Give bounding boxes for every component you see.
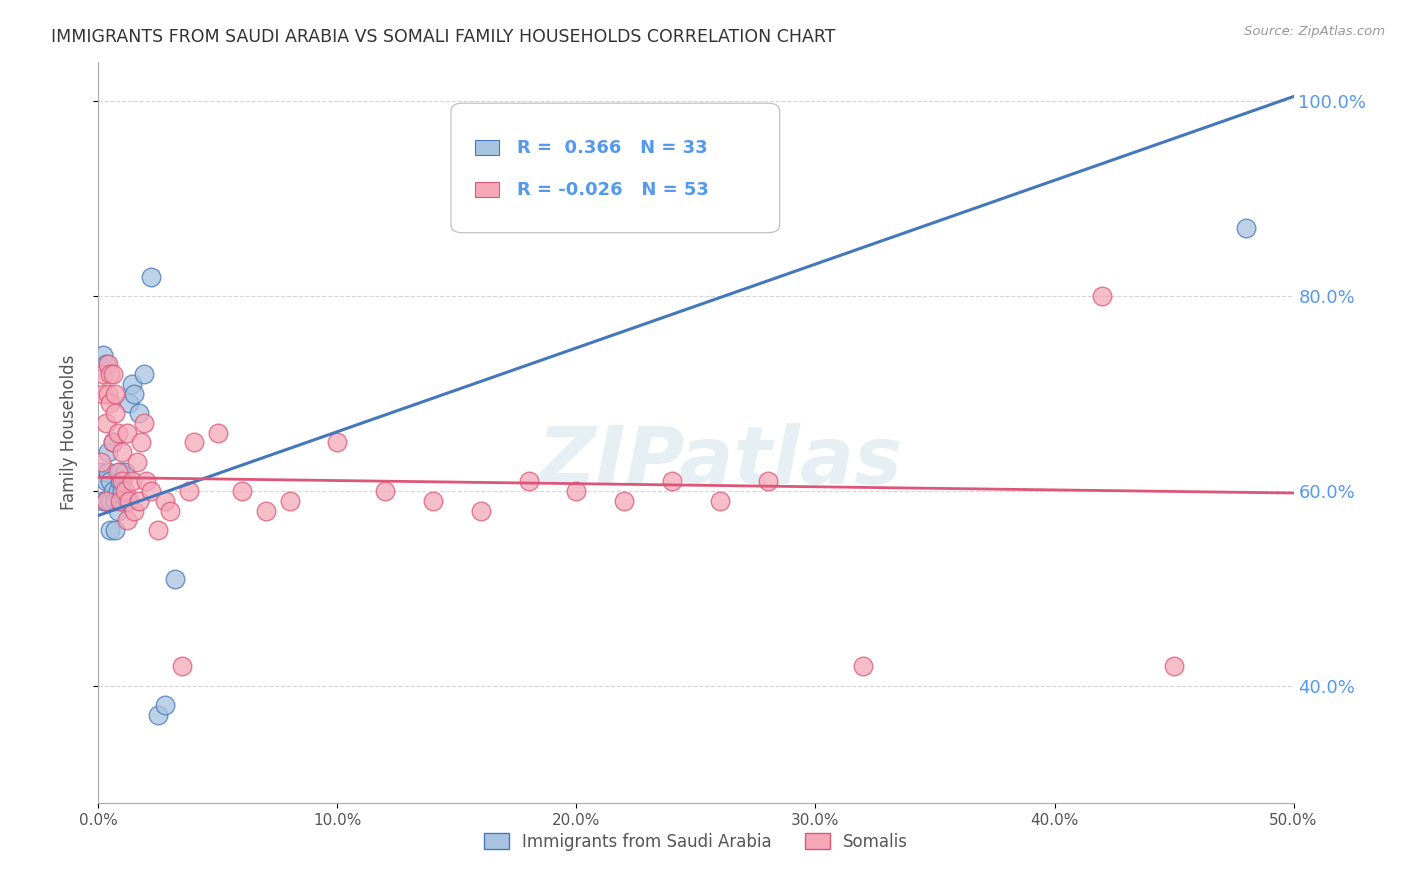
Text: ZIPatlas: ZIPatlas [537,423,903,501]
Point [1234,221,1257,235]
Point [118,493,141,508]
Point [111,475,134,489]
Point [98,493,122,508]
Point [163,572,186,586]
Point [104,406,127,420]
Point [97,386,120,401]
Point [148,523,170,537]
Point [128,406,150,420]
Point [104,386,127,401]
Point [107,503,129,517]
Point [97,445,120,459]
Point [125,455,148,469]
Point [98,523,122,537]
Point [115,425,138,440]
Point [121,376,143,391]
Point [101,435,124,450]
Point [91,493,114,508]
Point [131,435,153,450]
Bar [475,140,499,155]
Point [94,493,117,508]
Point [111,445,134,459]
Point [756,475,779,489]
Legend: Immigrants from Saudi Arabia, Somalis: Immigrants from Saudi Arabia, Somalis [477,826,915,857]
Point [98,396,122,410]
Point [139,484,162,499]
Point [139,269,162,284]
Point [613,493,636,508]
FancyBboxPatch shape [451,103,780,233]
Text: R =  0.366   N = 33: R = 0.366 N = 33 [517,138,707,157]
Point [278,493,301,508]
Point [115,493,138,508]
Point [114,484,136,499]
Point [470,503,492,517]
Point [104,523,127,537]
Point [132,367,155,381]
Point [107,425,129,440]
Point [128,493,150,508]
Point [852,659,875,673]
Point [172,659,194,673]
Point [155,698,177,713]
Point [207,425,229,440]
Point [104,493,127,508]
Point [108,465,131,479]
Point [148,708,170,723]
Point [91,386,114,401]
Point [231,484,253,499]
Point [90,465,112,479]
Point [108,493,131,508]
Point [101,484,124,499]
Point [114,465,136,479]
Point [111,484,134,499]
Point [115,513,138,527]
Point [1163,659,1185,673]
Point [132,416,155,430]
Point [179,484,201,499]
Point [374,484,396,499]
Point [159,503,181,517]
Point [155,493,177,508]
Point [97,465,120,479]
Point [94,475,117,489]
Point [422,493,444,508]
Text: IMMIGRANTS FROM SAUDI ARABIA VS SOMALI FAMILY HOUSEHOLDS CORRELATION CHART: IMMIGRANTS FROM SAUDI ARABIA VS SOMALI F… [51,28,835,45]
Point [661,475,683,489]
Point [135,475,157,489]
Point [183,435,205,450]
Point [94,416,117,430]
Point [98,475,122,489]
Point [94,358,117,372]
Point [124,503,146,517]
Point [326,435,349,450]
Point [118,396,141,410]
Point [101,435,124,450]
Point [91,367,114,381]
Point [107,484,129,499]
Text: R = -0.026   N = 53: R = -0.026 N = 53 [517,181,709,199]
Point [90,455,112,469]
Point [709,493,731,508]
Point [98,367,122,381]
Point [121,475,143,489]
Point [565,484,588,499]
Point [97,358,120,372]
Point [517,475,540,489]
Point [101,367,124,381]
Point [111,493,134,508]
Point [108,475,131,489]
Point [94,493,117,508]
Text: Source: ZipAtlas.com: Source: ZipAtlas.com [1244,25,1385,38]
Y-axis label: Family Households: Family Households [59,355,77,510]
Point [1091,289,1114,303]
Point [254,503,277,517]
Point [124,386,146,401]
Bar [475,182,499,197]
Point [107,465,129,479]
Point [91,348,114,362]
